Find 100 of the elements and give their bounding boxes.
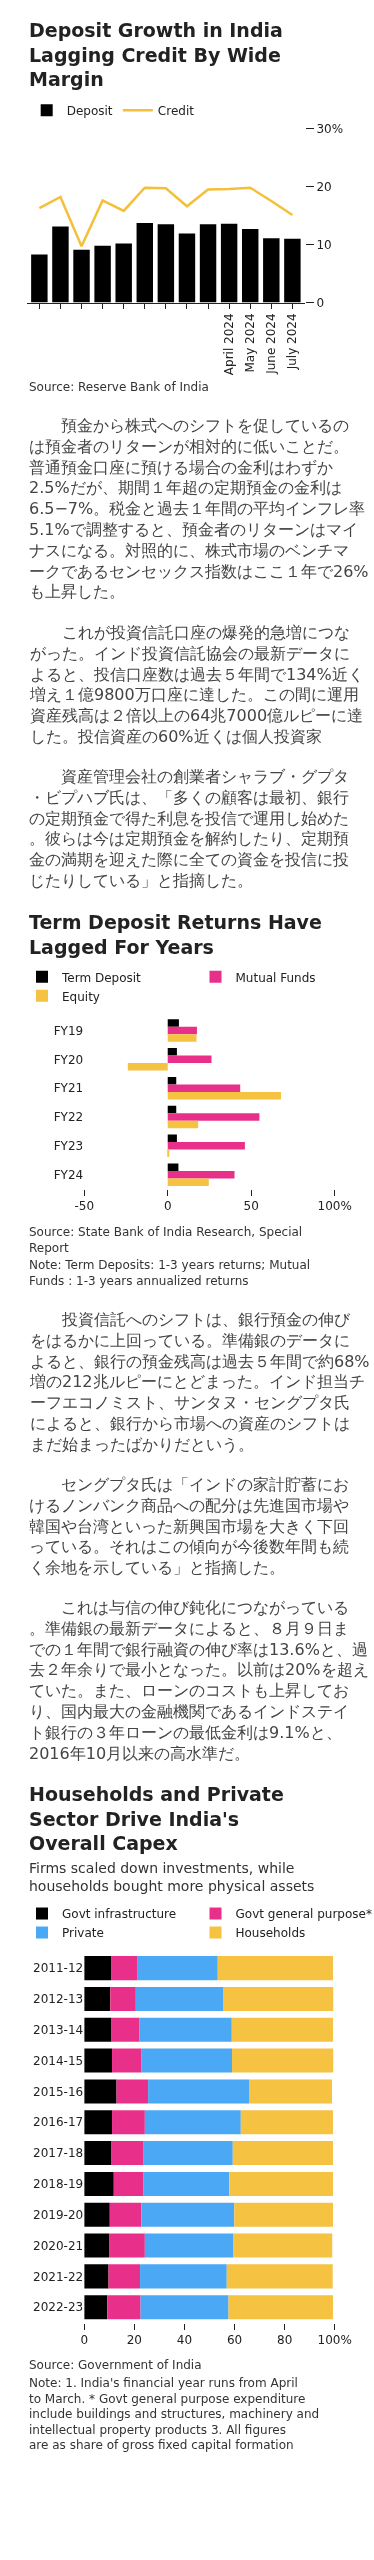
bar xyxy=(167,1019,179,1027)
bar xyxy=(144,2110,241,2135)
bar xyxy=(234,2202,333,2227)
legend-label: Private xyxy=(62,1926,104,1941)
bar xyxy=(139,2017,232,2042)
bar xyxy=(84,2295,108,2320)
y-tick-label: 2020-21 xyxy=(33,2238,84,2253)
y-tick-label: 2015-16 xyxy=(33,2084,84,2099)
legend-label: Govt general purpose* xyxy=(235,1907,372,1922)
chart-title: Households and Private Sector Drive India's Overall Capex xyxy=(29,1783,284,1855)
y-tick-label: 2014-15 xyxy=(33,2053,84,2068)
bar xyxy=(143,2171,230,2196)
y-tick-label: FY24 xyxy=(53,1167,84,1182)
bar xyxy=(233,2233,333,2258)
legend-label: Households xyxy=(235,1926,306,1941)
bar xyxy=(135,1986,223,2011)
bar xyxy=(136,223,154,303)
bar xyxy=(167,1120,199,1129)
bar xyxy=(116,2079,149,2104)
source-note: Source: Government of India xyxy=(29,2358,202,2372)
bar xyxy=(167,1091,281,1100)
y-tick-label: FY20 xyxy=(53,1052,84,1067)
text: 資産管理会社の創業者シャラブ・グプタ・ビプハブ氏は、「多くの顧客は最初、銀行の定期預金で得た利息を投信で運用し始めた。彼らは今は定期預金を解約したり、定期預金の満期を迎えた際に全ての資金を投信に投じたりしている」と指摘した。 xyxy=(29,767,349,890)
bar xyxy=(111,2017,140,2042)
legend-label: Mutual Funds xyxy=(235,970,316,985)
bar xyxy=(220,223,238,303)
bar xyxy=(167,1163,179,1171)
x-tick-label: -50 xyxy=(74,1199,95,1214)
x-tick-label: 80 xyxy=(276,2333,293,2348)
text: これは与信の伸び鈍化につながっている。準備銀の最新データによると、８月９日までの１年間で銀行融資の伸び率は13.6%と、過去２年余りで最小となった。以前は20%を超えていた。また、ローンのコストも上昇しており、国内最大の金融機関であるインドステイト銀行の３年ローンの最低金利は9.1%と、2016年10月以来の高水準だ。 xyxy=(29,1598,369,1763)
bar xyxy=(110,1986,136,2011)
bar xyxy=(94,245,111,303)
bar xyxy=(84,2048,113,2073)
bar xyxy=(167,1055,212,1064)
y-tick-label: FY19 xyxy=(53,1023,84,1038)
bar xyxy=(167,1178,209,1186)
bar xyxy=(115,243,132,303)
bar xyxy=(284,238,301,303)
bar xyxy=(143,2141,233,2166)
bar xyxy=(228,2295,333,2320)
bar xyxy=(217,1956,333,1981)
bar xyxy=(148,2079,250,2104)
bar xyxy=(199,224,217,303)
bar xyxy=(84,2233,110,2258)
bar xyxy=(157,224,175,303)
bar xyxy=(263,238,280,303)
bar xyxy=(84,2171,114,2196)
x-tick-label: 60 xyxy=(226,2333,243,2348)
bar xyxy=(112,2110,145,2135)
bar xyxy=(167,1142,245,1150)
text: Note: Term Deposits: 1-3 years returns; Mutual Funds : 1-3 years annualized returns xyxy=(29,1258,311,1288)
bar xyxy=(84,2079,117,2104)
bar xyxy=(240,2110,333,2135)
bar xyxy=(111,1956,138,1981)
y-tick-label: FY23 xyxy=(53,1139,84,1154)
x-tick-label: 0 xyxy=(163,1199,172,1214)
bar xyxy=(84,2202,110,2227)
legend-label: Govt infrastructure xyxy=(62,1907,177,1922)
bar xyxy=(109,2202,142,2227)
y-tick-label: 2016-17 xyxy=(33,2115,84,2130)
legend-label: Deposit xyxy=(66,103,113,118)
y-tick-label: 30% xyxy=(316,121,344,136)
bar xyxy=(229,2171,333,2196)
text: Note: 1. India's financial year runs from April to March. * Govt general purpose expenditure include buildings and structures, machinery and intellectual property products 3. All figures are as share of gross fixed capital formation xyxy=(29,2376,320,2453)
bar xyxy=(178,233,196,303)
bar xyxy=(127,1063,168,1071)
chart-subtitle: Firms scaled down investments, while households bought more physical assets xyxy=(29,1860,315,1895)
bar xyxy=(231,2017,333,2042)
bar xyxy=(141,2048,233,2073)
bar xyxy=(167,1084,241,1092)
bar xyxy=(84,2110,113,2135)
y-tick-label: 2019-20 xyxy=(33,2207,84,2222)
y-tick-label: FY21 xyxy=(53,1081,84,1096)
source-note: Source: State Bank of India Research, Special Report xyxy=(29,1225,303,1255)
bar xyxy=(84,1956,112,1981)
y-tick-label: 10 xyxy=(316,237,332,252)
bar xyxy=(167,1048,177,1056)
text: セングプタ氏は「インドの家計貯蓄におけるノンバンク商品への配分は先進国市場や韓国や台湾といった新興国市場を大きく下回っている。それはこの傾向が今後数年間も続く余地を示している」と指摘した。 xyxy=(29,1475,349,1578)
line-series xyxy=(38,186,294,248)
bar xyxy=(241,228,259,303)
x-tick-label: 20 xyxy=(126,2333,142,2348)
bar xyxy=(167,1026,197,1035)
bar xyxy=(107,2295,141,2320)
x-tick-label: July 2024 xyxy=(285,313,300,371)
x-tick-label: April 2024 xyxy=(222,313,237,376)
bar xyxy=(73,249,90,303)
text: これが投資信託口座の爆発的急増につながった。インド投資信託協会の最新データによると、投信口座数は過去５年間で134%近く増え１億9800万口座に達した。この間に運用資産残高は２倍以上の64兆7000億ルピーに達した。投信資産の60%近くは個人投資家 xyxy=(29,623,364,746)
bar xyxy=(249,2079,332,2104)
y-tick-label: 2012-13 xyxy=(33,1992,84,2007)
x-tick-label: June 2024 xyxy=(264,313,279,375)
bar xyxy=(223,1986,334,2011)
bar xyxy=(226,2264,333,2289)
bar xyxy=(144,2233,234,2258)
bar xyxy=(167,1113,260,1121)
bar xyxy=(167,1034,197,1042)
bar xyxy=(137,1956,218,1981)
y-tick-label: 2013-14 xyxy=(33,2022,84,2037)
bar xyxy=(84,2264,109,2289)
bar xyxy=(113,2171,144,2196)
legend-label: Equity xyxy=(62,989,100,1004)
